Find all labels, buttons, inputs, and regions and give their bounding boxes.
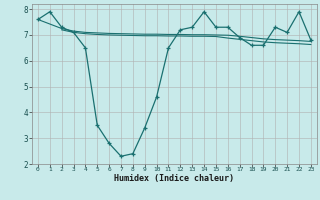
X-axis label: Humidex (Indice chaleur): Humidex (Indice chaleur) [115, 174, 234, 183]
